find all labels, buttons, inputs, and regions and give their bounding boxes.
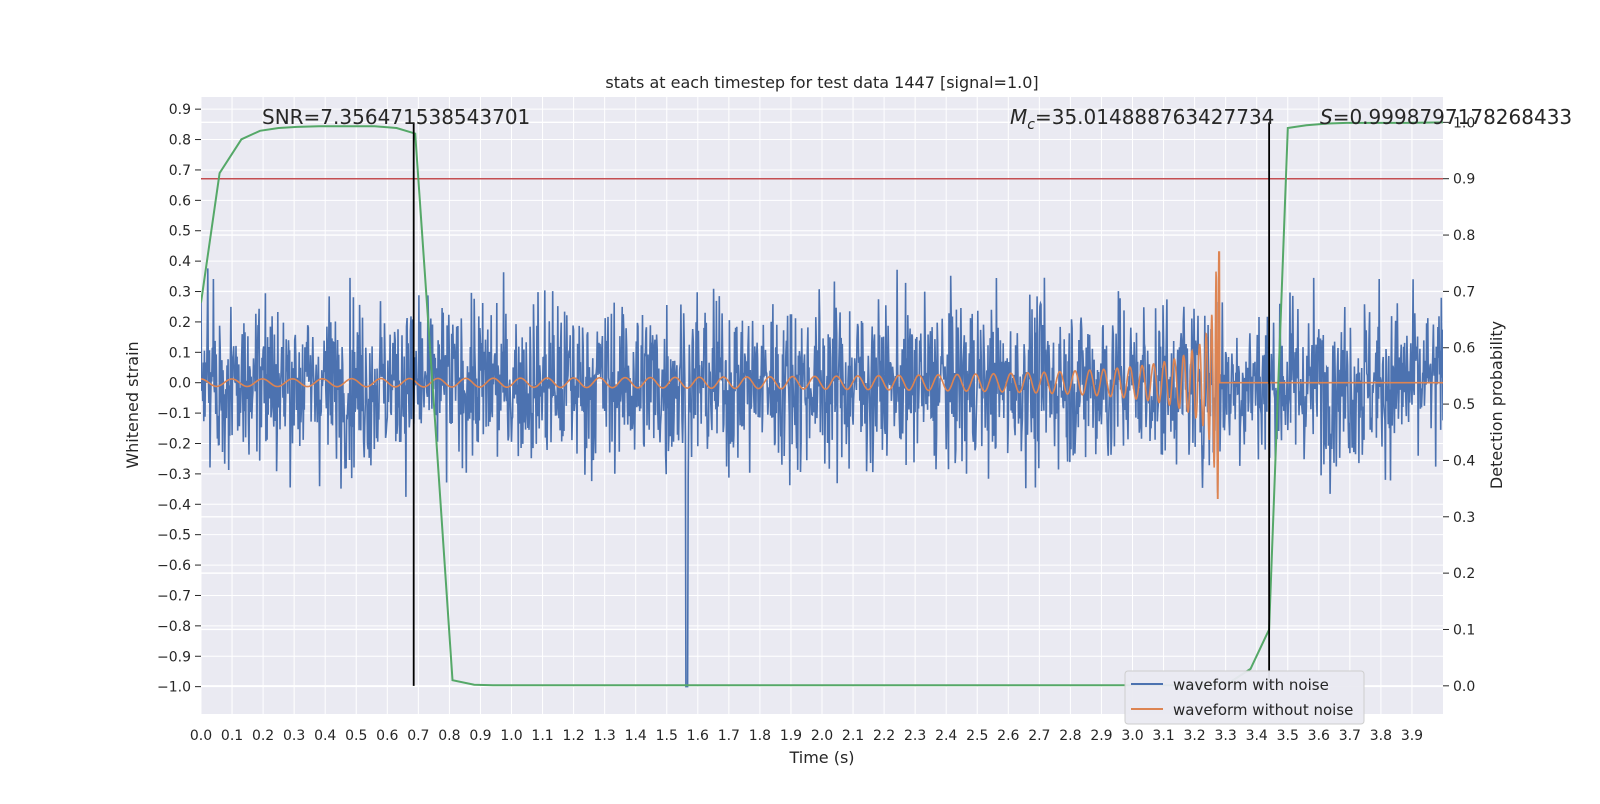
y-tick-label: 0.4 [169, 254, 191, 270]
y2-tick-label: 0.1 [1453, 622, 1475, 638]
legend-label-noise: waveform with noise [1173, 676, 1329, 694]
x-tick-label: 3.1 [1152, 728, 1174, 744]
x-tick-label: 3.2 [1183, 728, 1205, 744]
x-tick-label: 1.0 [500, 728, 522, 744]
x-tick-label: 2.2 [873, 728, 895, 744]
y-tick-label: 0.0 [169, 376, 191, 392]
y-tick-label: 0.5 [169, 224, 191, 240]
y2-tick-label: 0.3 [1453, 510, 1475, 526]
s-symbol: S [1320, 105, 1333, 129]
chart-title: stats at each timestep for test data 144… [605, 73, 1038, 92]
x-tick-label: 0.4 [314, 728, 336, 744]
x-tick-label: 0.0 [190, 728, 212, 744]
mc-subscript: c [1027, 117, 1035, 133]
x-tick-label: 2.1 [842, 728, 864, 744]
x-tick-label: 2.4 [935, 728, 957, 744]
x-tick-label: 2.3 [904, 728, 926, 744]
y2-tick-label: 1.0 [1453, 115, 1475, 131]
y-tick-label: 0.8 [169, 133, 191, 149]
y-axis-ticks: 0.9 0.8 0.7 0.6 0.5 0.4 0.3 0.2 0.1 0.0 −0.1 −0.2 −0… [157, 102, 201, 696]
x-tick-label: 3.7 [1339, 728, 1361, 744]
y2-axis-ticks: 1.0 0.9 0.8 0.7 0.6 0.5 0.4 0.3 0.2 0.1 0.0 [1443, 115, 1475, 695]
y2-tick-label: 0.7 [1453, 284, 1475, 300]
x-tick-label: 3.8 [1370, 728, 1392, 744]
s-value: =0.9998797178268433 [1333, 105, 1572, 129]
x-tick-label: 3.3 [1215, 728, 1237, 744]
x-axis-label: Time (s) [788, 748, 854, 767]
x-tick-label: 1.3 [594, 728, 616, 744]
y-tick-label: −0.6 [157, 558, 191, 574]
y-tick-label: −0.2 [157, 436, 191, 452]
x-tick-label: 2.0 [811, 728, 833, 744]
y-tick-label: 0.1 [169, 345, 191, 361]
s-annotation: S=0.9998797178268433 [1320, 105, 1572, 129]
x-tick-label: 0.7 [407, 728, 429, 744]
x-tick-label: 0.5 [345, 728, 367, 744]
x-tick-label: 1.9 [780, 728, 802, 744]
x-tick-label: 1.1 [531, 728, 553, 744]
x-tick-label: 2.8 [1059, 728, 1081, 744]
x-tick-label: 3.0 [1121, 728, 1143, 744]
x-tick-label: 2.9 [1090, 728, 1112, 744]
x-tick-label: 2.6 [997, 728, 1019, 744]
y-tick-label: −0.3 [157, 467, 191, 483]
y-tick-label: 0.2 [169, 315, 191, 331]
x-tick-label: 1.5 [656, 728, 678, 744]
x-tick-label: 1.4 [625, 728, 647, 744]
x-tick-label: 0.8 [438, 728, 460, 744]
snr-annotation: SNR=7.356471538543701 [262, 105, 530, 129]
mc-symbol: M [1010, 105, 1027, 129]
mc-value: =35.014888763427734 [1035, 105, 1274, 129]
x-tick-label: 0.3 [283, 728, 305, 744]
y-axis-label: Whitened strain [123, 341, 142, 468]
y-tick-label: 0.3 [169, 285, 191, 301]
y2-tick-label: 0.0 [1453, 679, 1475, 695]
x-tick-label: 3.4 [1246, 728, 1268, 744]
x-tick-label: 0.1 [221, 728, 243, 744]
y-tick-label: −0.7 [157, 588, 191, 604]
series-detection-probability [201, 121, 1443, 687]
series-layer [201, 121, 1443, 688]
x-tick-label: 3.6 [1308, 728, 1330, 744]
x-tick-label: 3.5 [1277, 728, 1299, 744]
x-axis-ticks: 0.0 0.1 0.2 0.3 0.4 0.5 0.6 0.7 0.8 0.9 1.0 1.1 1.2 1… [190, 728, 1423, 744]
x-tick-label: 0.2 [252, 728, 274, 744]
x-tick-label: 1.6 [687, 728, 709, 744]
grid [200, 97, 1443, 714]
y2-tick-label: 0.4 [1453, 453, 1475, 469]
x-tick-label: 2.5 [966, 728, 988, 744]
y-tick-label: −0.9 [157, 649, 191, 665]
series-waveform-without-noise [201, 251, 1443, 500]
y2-tick-label: 0.8 [1453, 228, 1475, 244]
x-tick-label: 1.2 [562, 728, 584, 744]
legend-label-clean: waveform without noise [1173, 701, 1353, 719]
x-tick-label: 1.7 [718, 728, 740, 744]
y-tick-label: −0.5 [157, 528, 191, 544]
x-tick-label: 2.7 [1028, 728, 1050, 744]
y2-tick-label: 0.9 [1453, 172, 1475, 188]
y2-tick-label: 0.2 [1453, 566, 1475, 582]
x-tick-label: 0.9 [469, 728, 491, 744]
y2-axis-label: Detection probability [1487, 321, 1506, 489]
legend-box [1124, 670, 1365, 725]
y2-tick-label: 0.5 [1453, 397, 1475, 413]
legend: waveform with noise waveform without noi… [1124, 670, 1365, 725]
y-tick-label: −1.0 [157, 680, 191, 696]
y-tick-label: −0.4 [157, 497, 191, 513]
y-tick-label: 0.7 [169, 163, 191, 179]
y-tick-label: −0.8 [157, 619, 191, 635]
mc-annotation: Mc=35.014888763427734 [1010, 105, 1274, 133]
x-tick-label: 1.8 [749, 728, 771, 744]
x-tick-label: 3.9 [1401, 728, 1423, 744]
y-tick-label: 0.6 [169, 193, 191, 209]
y-tick-label: −0.1 [157, 406, 191, 422]
y-tick-label: 0.9 [169, 102, 191, 118]
x-tick-label: 0.6 [376, 728, 398, 744]
y2-tick-label: 0.6 [1453, 341, 1475, 357]
